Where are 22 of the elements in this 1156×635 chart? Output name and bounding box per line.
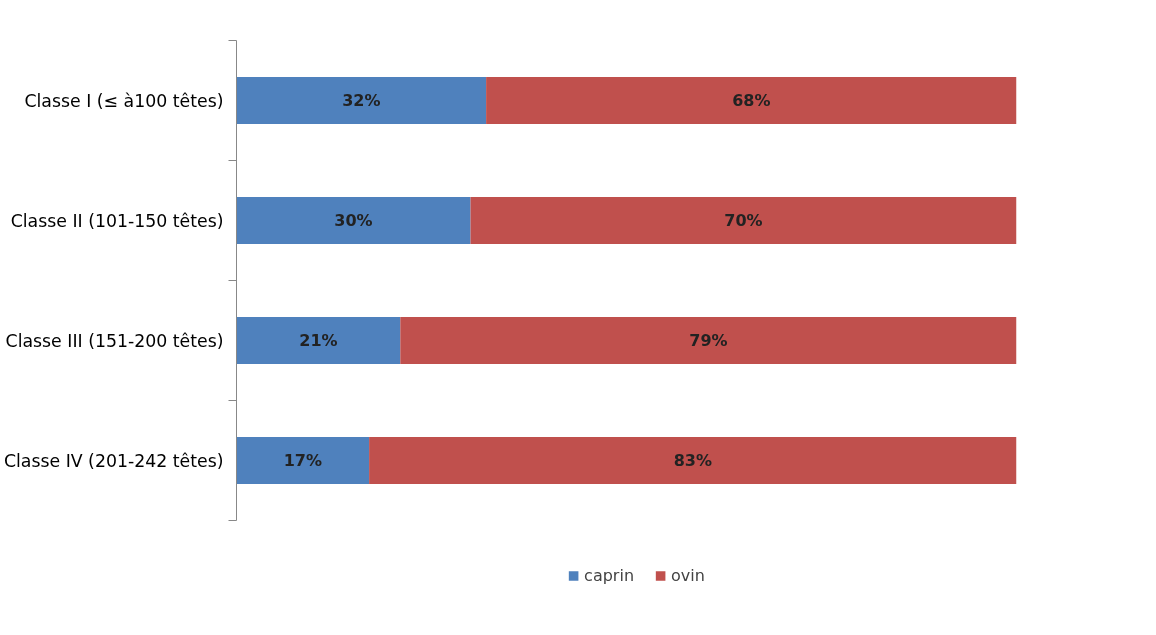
legend-label: caprin [584,565,635,585]
bar [369,437,1017,484]
data-label: 70% [724,211,763,230]
bar [400,317,1017,364]
data-label: 83% [673,451,712,470]
data-label: 68% [732,91,771,110]
data-label: 30% [334,211,373,230]
bar [236,317,401,364]
bar [236,77,487,124]
bar [470,197,1017,244]
bar [236,197,471,244]
data-label: 17% [283,451,322,470]
data-label: 79% [689,331,728,350]
y-tick-label: Classe III (151-200 têtes) [5,330,224,351]
y-tick-label: Classe I (≤ à100 têtes) [24,90,224,111]
legend-label: ovin [671,565,705,585]
bar [236,437,370,484]
bar [486,77,1017,124]
y-tick-label: Classe IV (201-242 têtes) [3,450,224,471]
data-label: 21% [299,331,338,350]
data-label: 32% [342,91,381,110]
y-tick-label: Classe II (101-150 têtes) [10,210,224,231]
